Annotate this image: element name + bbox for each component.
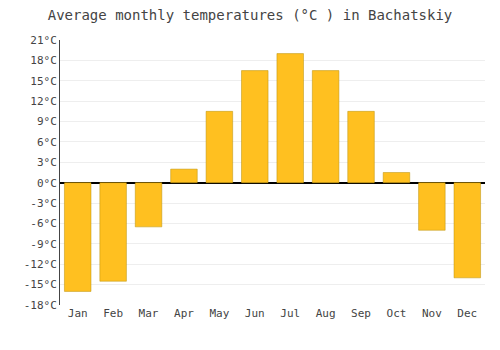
svg-text:Jan: Jan <box>68 307 88 320</box>
svg-text:May: May <box>209 307 229 320</box>
svg-text:-12°C: -12°C <box>24 258 57 271</box>
svg-text:Nov: Nov <box>422 307 442 320</box>
svg-text:18°C: 18°C <box>30 54 57 67</box>
svg-text:Mar: Mar <box>139 307 159 320</box>
svg-text:Jun: Jun <box>245 307 265 320</box>
svg-text:Average monthly temperatures (: Average monthly temperatures (°C ) in Ba… <box>48 7 453 23</box>
svg-text:9°C: 9°C <box>37 115 57 128</box>
svg-text:Apr: Apr <box>174 307 194 320</box>
svg-text:3°C: 3°C <box>37 156 57 169</box>
svg-text:-9°C: -9°C <box>30 238 57 251</box>
svg-text:21°C: 21°C <box>30 34 57 47</box>
svg-text:-15°C: -15°C <box>24 278 57 291</box>
svg-text:Oct: Oct <box>387 307 407 320</box>
svg-text:Feb: Feb <box>103 307 123 320</box>
svg-text:12°C: 12°C <box>30 95 57 108</box>
svg-text:Dec: Dec <box>457 307 477 320</box>
svg-text:Jul: Jul <box>280 307 300 320</box>
svg-text:6°C: 6°C <box>37 136 57 149</box>
svg-text:Sep: Sep <box>351 307 371 320</box>
svg-text:0°C: 0°C <box>37 177 57 190</box>
svg-text:-18°C: -18°C <box>24 299 57 312</box>
svg-text:-3°C: -3°C <box>30 197 57 210</box>
svg-text:Aug: Aug <box>316 307 336 320</box>
svg-text:-6°C: -6°C <box>30 217 57 230</box>
svg-text:15°C: 15°C <box>30 75 57 88</box>
